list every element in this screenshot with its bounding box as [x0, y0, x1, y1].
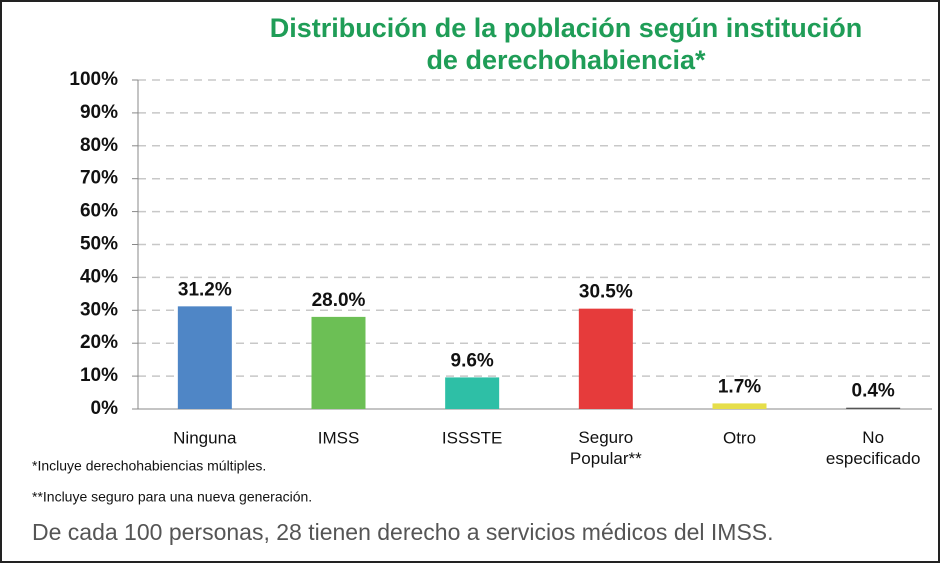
y-tick-label: 0%: [91, 398, 119, 419]
y-tick-label: 50%: [80, 234, 118, 255]
footnote: **Incluye seguro para una nueva generaci…: [32, 489, 312, 505]
y-tick-label: 40%: [80, 266, 118, 287]
y-tick-label: 70%: [80, 168, 118, 189]
y-tick-label: 10%: [80, 365, 118, 386]
value-label: 28.0%: [312, 290, 366, 311]
footnote: *Incluye derechohabiencias múltiples.: [32, 458, 266, 474]
value-label: 0.4%: [852, 381, 895, 402]
y-tick-label: 30%: [80, 299, 118, 320]
y-tick-label: 90%: [80, 102, 118, 123]
chart-title: Distribución de la población según insti…: [270, 13, 863, 43]
bar: [177, 306, 232, 409]
x-tick-label: Seguro Popular**: [570, 428, 642, 468]
value-label: 9.6%: [451, 350, 494, 371]
y-tick-label: 60%: [80, 201, 118, 222]
x-tick-label: Ninguna: [173, 428, 237, 447]
x-tick-label: IMSS: [318, 428, 360, 447]
bar: [311, 316, 366, 409]
value-label: 31.2%: [178, 279, 232, 300]
value-label: 30.5%: [579, 282, 633, 303]
x-tick-label: No especificado: [826, 428, 921, 468]
bar: [445, 377, 500, 409]
y-tick-label: 80%: [80, 135, 118, 156]
y-tick-label: 100%: [69, 69, 118, 90]
x-tick-label: ISSSTE: [442, 428, 502, 447]
bar: [578, 308, 633, 409]
x-tick-label: Otro: [723, 428, 756, 447]
value-label: 1.7%: [718, 376, 761, 397]
y-tick-label: 20%: [80, 332, 118, 353]
bar: [712, 403, 767, 409]
caption: De cada 100 personas, 28 tienen derecho …: [32, 519, 774, 545]
chart-title: de derechohabiencia*: [426, 45, 706, 75]
bar: [846, 407, 901, 409]
